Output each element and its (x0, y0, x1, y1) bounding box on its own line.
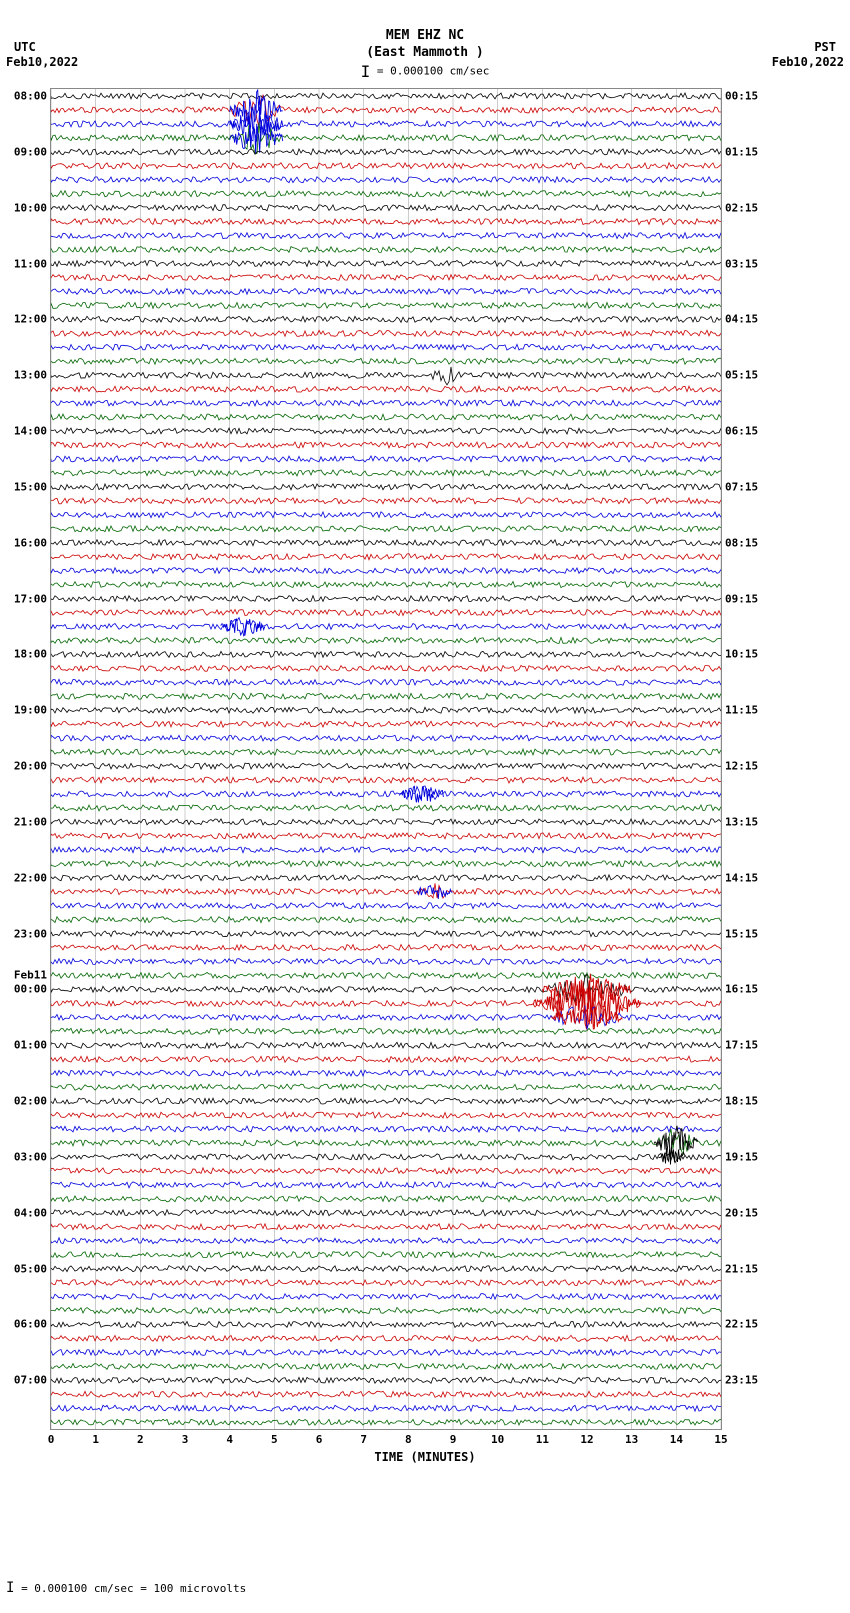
x-tick-12: 12 (580, 1433, 593, 1446)
seismogram-container: UTC Feb10,2022 PST Feb10,2022 MEM EHZ NC… (0, 0, 850, 1613)
right-time-0215: 02:15 (725, 201, 758, 214)
right-time-1415: 14:15 (725, 871, 758, 884)
right-time-0915: 09:15 (725, 592, 758, 605)
x-axis-label: TIME (MINUTES) (0, 1450, 850, 1464)
left-time-0200: 02:00 (14, 1095, 47, 1108)
left-time-0400: 04:00 (14, 1206, 47, 1219)
right-time-1315: 13:15 (725, 815, 758, 828)
traces-svg (51, 89, 721, 1429)
x-tick-13: 13 (625, 1433, 638, 1446)
right-time-0715: 07:15 (725, 480, 758, 493)
x-tick-3: 3 (182, 1433, 189, 1446)
footer-scale-text: = 0.000100 cm/sec = 100 microvolts (21, 1582, 246, 1595)
x-tick-10: 10 (491, 1433, 504, 1446)
left-time-0100: 01:00 (14, 1039, 47, 1052)
right-time-0315: 03:15 (725, 257, 758, 270)
left-time-Feb11: Feb11 (14, 969, 47, 982)
left-time-1900: 19:00 (14, 704, 47, 717)
x-tick-7: 7 (360, 1433, 367, 1446)
left-time-0900: 09:00 (14, 145, 47, 158)
x-tick-8: 8 (405, 1433, 412, 1446)
left-time-1400: 14:00 (14, 425, 47, 438)
right-time-1615: 16:15 (725, 983, 758, 996)
x-tick-14: 14 (670, 1433, 683, 1446)
x-tick-15: 15 (714, 1433, 727, 1446)
x-tick-6: 6 (316, 1433, 323, 1446)
right-time-1915: 19:15 (725, 1150, 758, 1163)
right-time-2115: 21:15 (725, 1262, 758, 1275)
left-time-0800: 08:00 (14, 89, 47, 102)
right-time-1115: 11:15 (725, 704, 758, 717)
left-time-1000: 10:00 (14, 201, 47, 214)
left-time-1800: 18:00 (14, 648, 47, 661)
x-tick-4: 4 (226, 1433, 233, 1446)
left-time-0700: 07:00 (14, 1374, 47, 1387)
right-time-0415: 04:15 (725, 313, 758, 326)
left-time-2100: 21:00 (14, 815, 47, 828)
left-time-0500: 05:00 (14, 1262, 47, 1275)
left-time-2200: 22:00 (14, 871, 47, 884)
right-time-0015: 00:15 (725, 89, 758, 102)
footer-scale: I = 0.000100 cm/sec = 100 microvolts (6, 1580, 246, 1596)
right-time-2215: 22:15 (725, 1318, 758, 1331)
x-tick-0: 0 (48, 1433, 55, 1446)
right-time-1715: 17:15 (725, 1039, 758, 1052)
right-time-2015: 20:15 (725, 1206, 758, 1219)
left-time-1700: 17:00 (14, 592, 47, 605)
x-tick-1: 1 (92, 1433, 99, 1446)
right-time-0615: 06:15 (725, 425, 758, 438)
right-time-1015: 10:15 (725, 648, 758, 661)
left-time-0300: 03:00 (14, 1150, 47, 1163)
left-time-1600: 16:00 (14, 536, 47, 549)
left-time-1500: 15:00 (14, 480, 47, 493)
x-tick-2: 2 (137, 1433, 144, 1446)
left-time-1100: 11:00 (14, 257, 47, 270)
left-time-0600: 06:00 (14, 1318, 47, 1331)
x-tick-5: 5 (271, 1433, 278, 1446)
x-tick-11: 11 (536, 1433, 549, 1446)
left-time-2300: 23:00 (14, 927, 47, 940)
x-tick-9: 9 (450, 1433, 457, 1446)
right-time-2315: 23:15 (725, 1374, 758, 1387)
right-time-0115: 01:15 (725, 145, 758, 158)
right-time-0515: 05:15 (725, 369, 758, 382)
scale-marker-text: = 0.000100 cm/sec (377, 65, 490, 78)
left-time-1200: 12:00 (14, 313, 47, 326)
station-title: MEM EHZ NC (0, 28, 850, 43)
right-time-1815: 18:15 (725, 1095, 758, 1108)
chart-header: MEM EHZ NC (East Mammoth ) (0, 0, 850, 60)
right-time-0815: 08:15 (725, 536, 758, 549)
seismogram-plot: 012345678910111213141508:0009:0010:0011:… (50, 88, 722, 1430)
scale-marker: I = 0.000100 cm/sec (361, 62, 490, 81)
left-time-0000: 00:00 (14, 983, 47, 996)
left-time-2000: 20:00 (14, 760, 47, 773)
location-title: (East Mammoth ) (0, 45, 850, 60)
right-time-1215: 12:15 (725, 760, 758, 773)
left-time-1300: 13:00 (14, 369, 47, 382)
right-time-1515: 15:15 (725, 927, 758, 940)
